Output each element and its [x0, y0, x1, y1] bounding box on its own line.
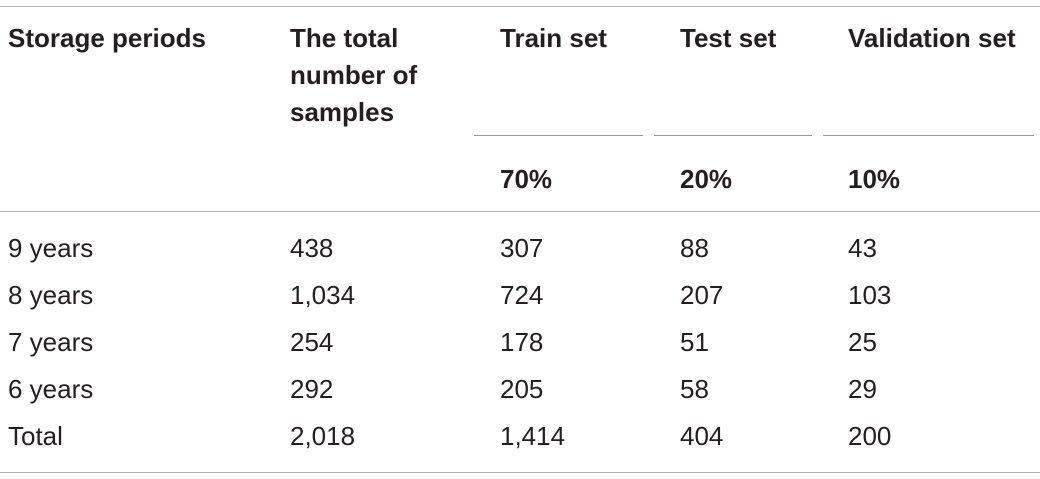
table-top-rule	[0, 6, 1040, 7]
cell-train-set: 205	[500, 374, 544, 404]
cell-validation-set: 103	[848, 280, 892, 310]
cell-test-set: 207	[680, 280, 724, 310]
cell-validation-set: 43	[848, 233, 877, 263]
cell-train-set: 1,414	[500, 421, 566, 451]
train-percentage: 70%	[500, 164, 553, 194]
header-train-set: Train set	[500, 23, 607, 53]
cell-test-set: 404	[680, 421, 724, 451]
table-row: 9 years 438 307 88 43	[0, 226, 1040, 273]
cell-total-samples: 254	[290, 327, 334, 357]
test-percentage: 20%	[680, 164, 733, 194]
cell-validation-set: 29	[848, 374, 877, 404]
cell-train-set: 307	[500, 233, 544, 263]
header-body-rule	[0, 211, 1040, 212]
cell-test-set: 88	[680, 233, 709, 263]
table-row-total: Total 2,018 1,414 404 200	[0, 414, 1040, 461]
train-set-rule	[474, 135, 643, 136]
table-row: 6 years 292 205 58 29	[0, 367, 1040, 414]
cell-storage-period: 8 years	[8, 280, 94, 310]
cell-storage-period: 9 years	[8, 233, 94, 263]
cell-test-set: 51	[680, 327, 709, 357]
cell-train-set: 724	[500, 280, 544, 310]
header-storage-periods: Storage periods	[8, 23, 206, 53]
table-bottom-rule	[0, 472, 1040, 473]
cell-storage-period: Total	[8, 421, 63, 451]
cell-train-set: 178	[500, 327, 544, 357]
cell-total-samples: 1,034	[290, 280, 356, 310]
cell-storage-period: 7 years	[8, 327, 94, 357]
table-body: 9 years 438 307 88 43 8 years 1,034 724 …	[0, 226, 1040, 461]
header-total-samples: The total number of samples	[290, 23, 418, 127]
table-row: 8 years 1,034 724 207 103	[0, 273, 1040, 320]
header-test-set: Test set	[680, 23, 777, 53]
cell-total-samples: 292	[290, 374, 334, 404]
cell-total-samples: 438	[290, 233, 334, 263]
header-validation-set: Validation set	[848, 23, 1016, 53]
table-row: 7 years 254 178 51 25	[0, 320, 1040, 367]
validation-set-rule	[823, 135, 1034, 136]
cell-storage-period: 6 years	[8, 374, 94, 404]
validation-percentage: 10%	[848, 164, 901, 194]
cell-validation-set: 200	[848, 421, 892, 451]
cell-total-samples: 2,018	[290, 421, 356, 451]
test-set-rule	[654, 135, 812, 136]
cell-test-set: 58	[680, 374, 709, 404]
cell-validation-set: 25	[848, 327, 877, 357]
